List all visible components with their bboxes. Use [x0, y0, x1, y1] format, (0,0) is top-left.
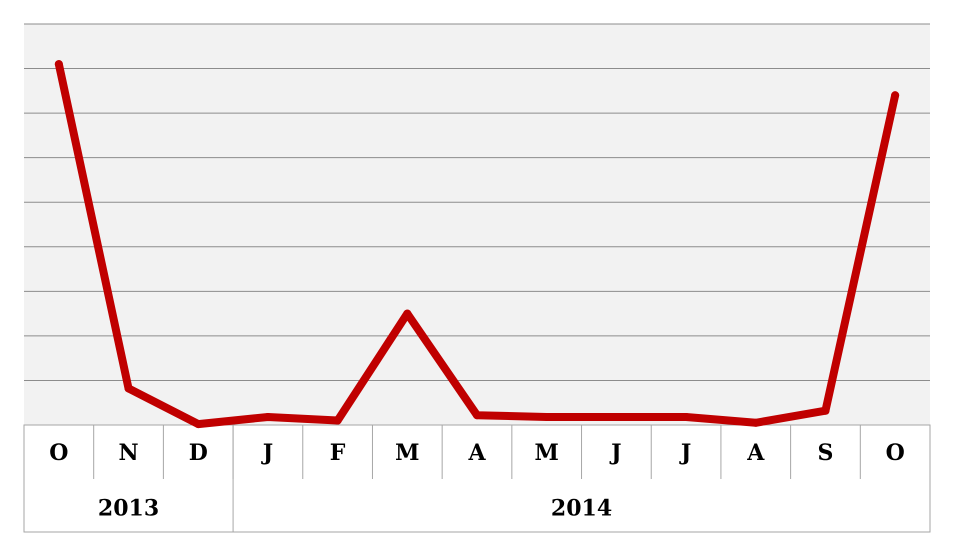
x-tick-label: O — [49, 440, 68, 466]
x-tick-label: D — [189, 440, 208, 466]
x-tick-label: J — [679, 440, 691, 466]
data-point — [54, 60, 63, 69]
data-point — [751, 418, 760, 427]
x-tick-label: M — [395, 440, 419, 466]
year-group-label: 2014 — [551, 496, 612, 522]
x-tick-label: A — [467, 440, 486, 466]
x-tick-label: J — [261, 440, 273, 466]
plot-area — [24, 24, 930, 425]
gridlines — [24, 23, 930, 426]
data-point — [403, 309, 412, 318]
data-point — [263, 412, 272, 421]
data-point — [333, 416, 342, 425]
data-point — [473, 411, 481, 420]
x-tick-label: F — [330, 440, 346, 466]
x-tick-label: J — [609, 440, 621, 466]
data-point — [682, 412, 691, 421]
category-axis: O N D J F M A M J J A S O 2013 2014 — [23, 424, 931, 533]
x-tick-label: S — [818, 440, 834, 466]
data-point — [821, 406, 830, 415]
year-group-label: 2013 — [98, 496, 159, 522]
data-point — [194, 420, 203, 429]
series-layer — [54, 60, 900, 429]
data-point — [124, 384, 133, 393]
x-tick-label: M — [535, 440, 559, 466]
x-tick-label: O — [886, 440, 905, 466]
x-tick-label: A — [746, 440, 765, 466]
data-point — [891, 91, 900, 100]
category-table-border — [23, 424, 931, 533]
data-point — [612, 412, 621, 421]
x-tick-label: N — [118, 440, 138, 466]
data-point — [542, 412, 551, 421]
